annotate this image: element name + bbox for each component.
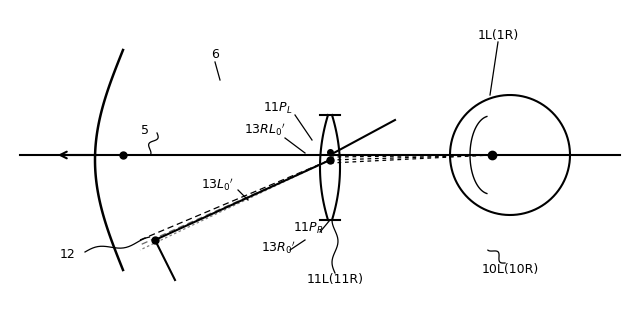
Text: $11P_L$: $11P_L$ (263, 100, 293, 116)
Text: 11L(11R): 11L(11R) (307, 274, 364, 287)
Text: 12: 12 (60, 249, 76, 262)
Text: 10L(10R): 10L(10R) (481, 264, 539, 277)
Text: $11P_R$: $11P_R$ (292, 220, 323, 236)
Text: 6: 6 (211, 48, 219, 61)
Text: $13L_0{'}$: $13L_0{'}$ (202, 177, 235, 193)
Text: $13RL_0{'}$: $13RL_0{'}$ (244, 122, 285, 138)
Text: 5: 5 (141, 124, 149, 136)
Text: $13R_0{'}$: $13R_0{'}$ (260, 240, 296, 256)
Text: 1L(1R): 1L(1R) (477, 29, 518, 42)
